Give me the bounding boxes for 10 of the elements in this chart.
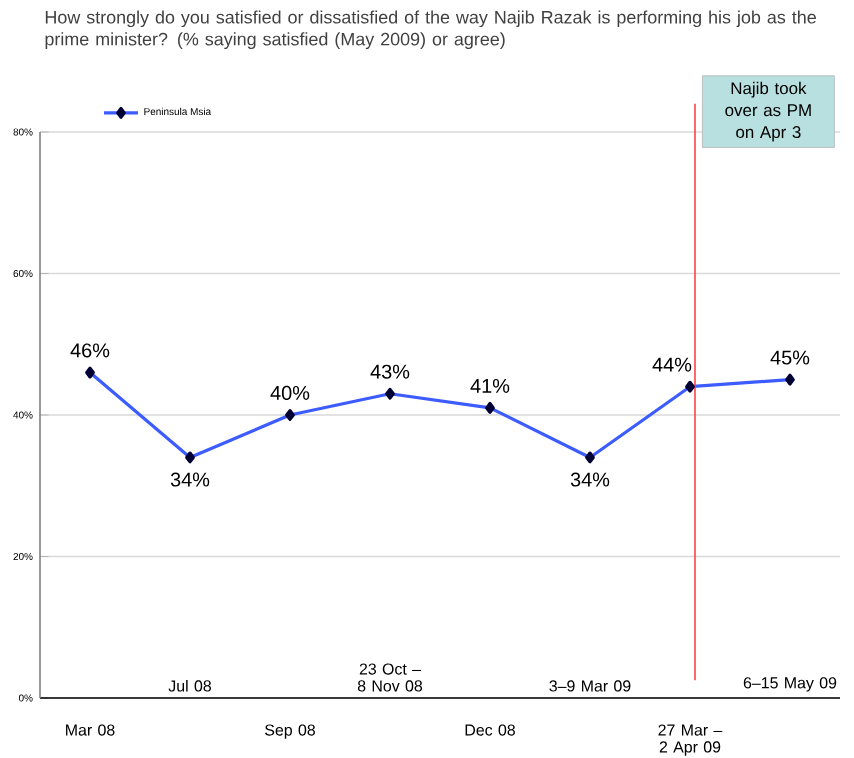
data-label: 45% <box>770 350 810 365</box>
data-label: 40% <box>270 385 310 400</box>
data-label: 44% <box>652 357 692 372</box>
data-label: 43% <box>370 364 410 379</box>
ref-line-label: Najib took over as PM on Apr 3 <box>725 81 811 142</box>
chart-title: How strongly do you satisfied or dissatisfied of the way Najib Razak is performing his job as the prime minister? (% saying satisfied (May 2009) or agree) <box>45 10 816 50</box>
data-label: 34% <box>570 472 610 487</box>
data-label: 46% <box>70 343 110 358</box>
data-label: 34% <box>170 472 210 487</box>
data-label: 41% <box>470 378 510 393</box>
